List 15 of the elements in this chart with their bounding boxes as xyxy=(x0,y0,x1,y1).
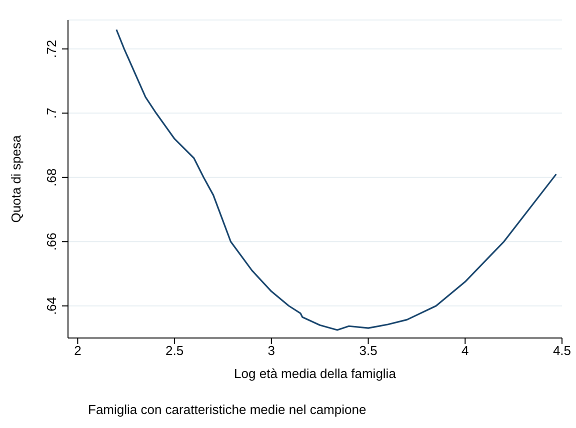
x-tick-label: 3.5 xyxy=(359,343,378,358)
y-tick-label: .68 xyxy=(44,168,59,186)
text: Famiglia con caratteristiche medie nel campione xyxy=(88,402,366,417)
x-axis-title: Log età media della famiglia xyxy=(234,366,397,381)
x-tick-label: 3 xyxy=(268,343,276,358)
y-tick-label: .72 xyxy=(44,40,59,58)
x-tick-label: 4 xyxy=(462,343,469,358)
y-tick-label: .66 xyxy=(44,232,59,251)
y-axis-title: Quota di spesa xyxy=(8,134,24,223)
x-tick-label: 2 xyxy=(74,343,82,358)
y-tick-label: .64 xyxy=(44,296,59,315)
line-series xyxy=(116,28,557,331)
x-tick-label: 4.5 xyxy=(552,343,572,358)
x-tick-label: 2.5 xyxy=(166,343,184,358)
y-tick-label: .7 xyxy=(44,108,59,119)
